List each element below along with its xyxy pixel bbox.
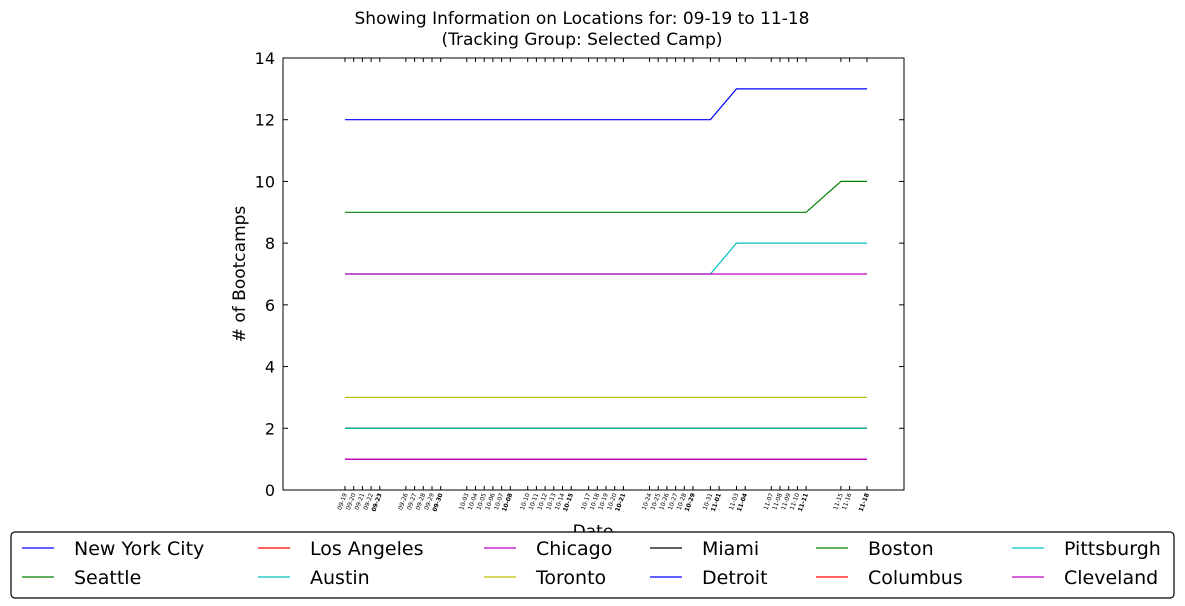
legend-label: Austin [310,567,370,589]
legend-label: Boston [868,538,934,560]
plot-frame [282,57,905,491]
y-tick-label: 2 [265,419,275,438]
series-line-austin [345,242,867,275]
y-tick-label: 12 [255,111,275,130]
legend: New York City Seattle Los Angeles Austin Chi… [10,531,1175,599]
legend-label: Cleveland [1064,567,1158,589]
y-tick-label: 8 [265,234,275,253]
y-tick-label: 0 [265,481,275,500]
legend-label: Miami [702,538,759,560]
legend-box [10,531,1175,599]
legend-label: New York City [74,538,204,560]
y-axis-label: # of Bootcamps [230,206,250,343]
y-tick-label: 10 [255,172,275,191]
series-line-new-york-city [345,88,867,121]
legend-label: Columbus [868,567,963,589]
chart-title: Showing Information on Locations for: 09… [355,9,810,29]
legend-label: Chicago [536,538,612,560]
legend-label: Detroit [702,567,768,589]
legend-label: Los Angeles [310,538,423,560]
legend-label: Seattle [74,567,141,589]
x-tick-label: 11-18 [858,492,871,512]
legend-label: Pittsburgh [1064,538,1161,560]
chart-subtitle: (Tracking Group: Selected Camp) [441,30,722,50]
y-tick-label: 14 [255,49,275,68]
y-tick-label: 4 [265,358,275,377]
legend-label: Toronto [535,567,606,589]
y-tick-label: 6 [265,296,275,315]
series-line-seattle [345,180,867,213]
